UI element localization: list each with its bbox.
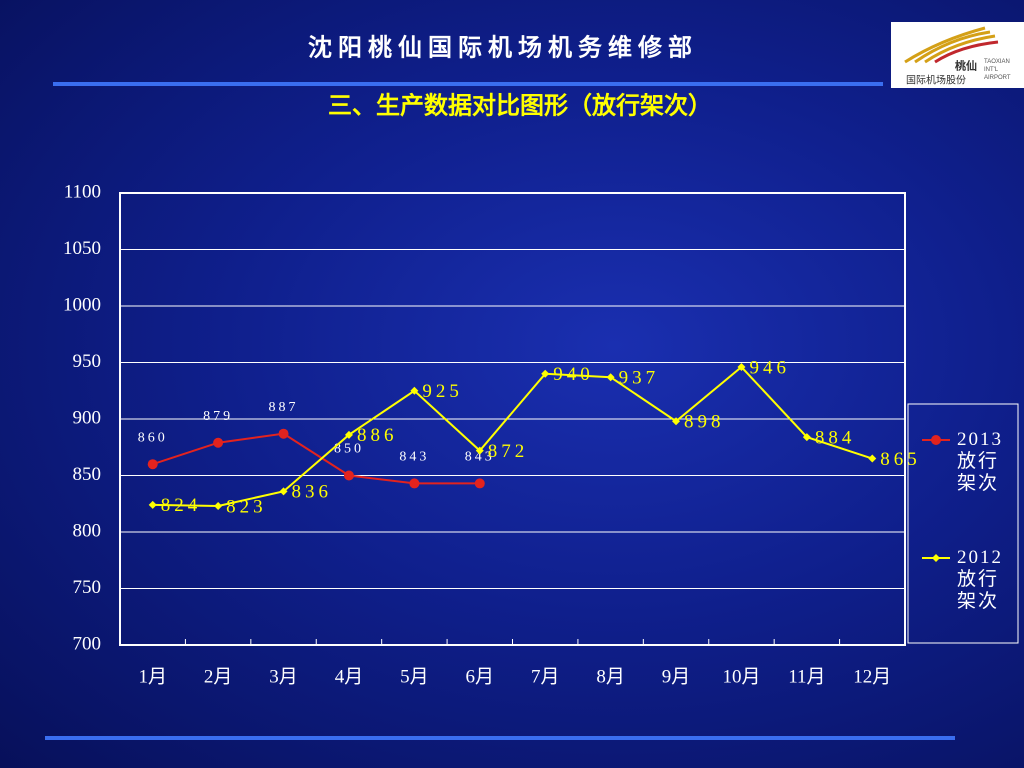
logo-box [891, 22, 1024, 88]
legend-label: 2012放行架次 [957, 547, 1003, 612]
data-label: 940 [553, 364, 594, 385]
point [474, 478, 485, 489]
y-tick-label: 1100 [64, 181, 101, 202]
y-tick-label: 950 [73, 351, 102, 372]
point [868, 454, 877, 463]
data-label: 865 [880, 449, 921, 470]
data-label: 872 [488, 441, 528, 462]
point [737, 363, 746, 372]
point [606, 373, 615, 382]
logo-english-box: TAOXIAN INT'L AIRPORT [984, 59, 1011, 81]
x-tick-label: 10月 [722, 666, 760, 687]
point [278, 428, 289, 439]
legend-marker [931, 435, 941, 445]
point [475, 446, 484, 455]
legend-box [907, 403, 1019, 644]
data-label: 823 [226, 496, 267, 517]
point [344, 430, 353, 439]
point [672, 417, 681, 426]
data-label: 937 [619, 368, 660, 389]
x-tick-label: 1月 [138, 666, 167, 687]
data-label: 884 [815, 427, 856, 448]
data-label: 879 [203, 409, 233, 424]
x-tick-label: 7月 [531, 666, 560, 687]
data-label: 886 [357, 425, 398, 446]
logo-mark [904, 26, 996, 64]
logo-english: TAOXIAN INT'L AIRPORT [984, 59, 1011, 81]
y-tick-label: 850 [73, 464, 102, 485]
point [410, 386, 419, 395]
x-tick-label: 4月 [335, 666, 364, 687]
x-tick-label: 12月 [853, 666, 891, 687]
point [279, 487, 288, 496]
y-tick-label: 750 [73, 577, 102, 598]
x-tick-label: 3月 [269, 666, 298, 687]
data-label: 843 [465, 450, 495, 465]
data-label: 824 [161, 495, 202, 516]
point [802, 433, 811, 442]
data-label: 925 [422, 381, 463, 402]
y-tick-label: 900 [73, 407, 102, 428]
data-label: 860 [138, 430, 168, 445]
series-line [152, 365, 873, 508]
data-label: 887 [269, 400, 299, 415]
data-label: 850 [334, 442, 364, 457]
x-tick-label: 9月 [662, 666, 691, 687]
point [214, 502, 223, 511]
data-label: 836 [292, 482, 333, 503]
logo-name: 桃仙 [955, 59, 977, 73]
x-tick-label: 11月 [788, 666, 825, 687]
chart-title: 三、生产数据对比图形（放行架次） [328, 92, 712, 120]
footer-rule [45, 736, 955, 740]
point [148, 500, 157, 509]
y-tick-label: 700 [73, 633, 102, 654]
point [147, 459, 158, 470]
x-tick-label: 2月 [204, 666, 233, 687]
point [409, 478, 420, 489]
logo-company: 国际机场股份 [906, 73, 966, 86]
data-label: 898 [684, 412, 725, 433]
x-tick-label: 8月 [596, 666, 625, 687]
point [541, 369, 550, 378]
logo-mark [934, 40, 999, 64]
header-rule [53, 82, 883, 86]
data-label: 946 [749, 357, 790, 378]
point [213, 437, 224, 448]
y-tick-label: 800 [73, 520, 102, 541]
series-line [152, 432, 480, 485]
x-tick-label: 6月 [466, 666, 495, 687]
point [343, 470, 354, 481]
legend-label: 2013放行架次 [957, 429, 1003, 494]
legend-marker [932, 554, 940, 562]
y-tick-label: 1000 [63, 294, 101, 315]
y-tick-label: 1050 [63, 238, 101, 259]
x-tick-label: 5月 [400, 666, 429, 687]
org-title: 沈 阳 桃 仙 国 际 机 场 机 务 维 修 部 [308, 34, 692, 62]
data-label: 843 [399, 450, 429, 465]
